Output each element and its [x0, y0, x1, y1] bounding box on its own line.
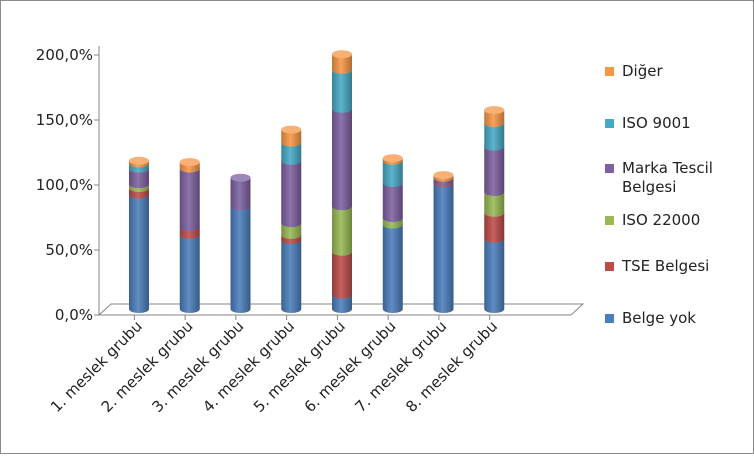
bar-segment-top [179, 158, 200, 167]
bar-segment-top [332, 50, 353, 59]
bar-segment [230, 177, 251, 211]
x-category-label: 5. meslek grubu [250, 317, 349, 416]
bar-segment [332, 251, 353, 299]
bar-segment [484, 146, 505, 196]
bar-segment [484, 110, 505, 128]
legend-label: TSE Belgesi [621, 257, 709, 275]
bar-segment-top [281, 125, 302, 134]
bars [129, 50, 505, 313]
bar-segment [179, 168, 200, 232]
bar-segment [433, 182, 454, 313]
legend-label: Diğer [622, 62, 663, 80]
legend-swatch [605, 119, 614, 128]
bar-segment [332, 54, 353, 74]
legend-swatch [605, 216, 614, 225]
bar-segment-top [129, 156, 149, 165]
legend-label: ISO 9001 [622, 114, 691, 132]
x-category-label: 2. meslek grubu [98, 317, 197, 416]
x-category-label: 7. meslek grubu [351, 317, 450, 416]
legend-swatch [605, 67, 614, 76]
bar-segment [281, 160, 302, 228]
bar-segment [332, 108, 353, 211]
y-tick-labels: 0,0% 50,0% 100,0% 150,0% 200,0% [36, 46, 93, 324]
bar-segment [332, 206, 353, 256]
x-category-label: 1. meslek grubu [47, 317, 146, 416]
legend-label: ISO 22000 [622, 211, 700, 229]
bar-segment [484, 212, 505, 243]
bar-segment [281, 129, 302, 147]
legend-swatch [605, 262, 614, 271]
bar-segment [129, 168, 149, 189]
bar-segment [484, 123, 505, 151]
y-tick-label: 100,0% [36, 176, 93, 194]
y-tick-label: 50,0% [45, 241, 93, 259]
y-tick-label: 0,0% [55, 306, 93, 324]
bar-segment [382, 160, 403, 187]
legend-label: Marka Tescil [622, 159, 713, 177]
legend-swatch [605, 314, 614, 323]
bar-segment [382, 182, 403, 222]
bar-segment-top [433, 171, 454, 180]
y-tick-label: 150,0% [36, 111, 93, 129]
y-tick-label: 200,0% [36, 46, 93, 64]
bar-segment [281, 142, 302, 165]
x-category-label: 3. meslek grubu [148, 317, 247, 416]
bar-segment [179, 234, 200, 313]
x-category-label: 8. meslek grubu [402, 317, 501, 416]
bar-segment [230, 206, 251, 313]
legend-label: Belgesi [622, 178, 676, 196]
legend-swatch [605, 164, 614, 173]
bar-segment [484, 192, 505, 217]
bar-segment-top [484, 106, 505, 115]
x-category-label: 6. meslek grubu [301, 317, 400, 416]
bar-segment [332, 69, 353, 113]
x-category-label: 4. meslek grubu [199, 317, 298, 416]
bar-segment [382, 224, 403, 313]
bar-segment-top [230, 173, 251, 182]
bar-segment [484, 238, 505, 313]
legend-label: Belge yok [622, 309, 696, 327]
bar-segment [281, 223, 302, 239]
bar-segment [281, 240, 302, 313]
bar-segment [332, 294, 353, 313]
bar-segment [129, 194, 149, 313]
bar-segment-top [382, 154, 403, 163]
